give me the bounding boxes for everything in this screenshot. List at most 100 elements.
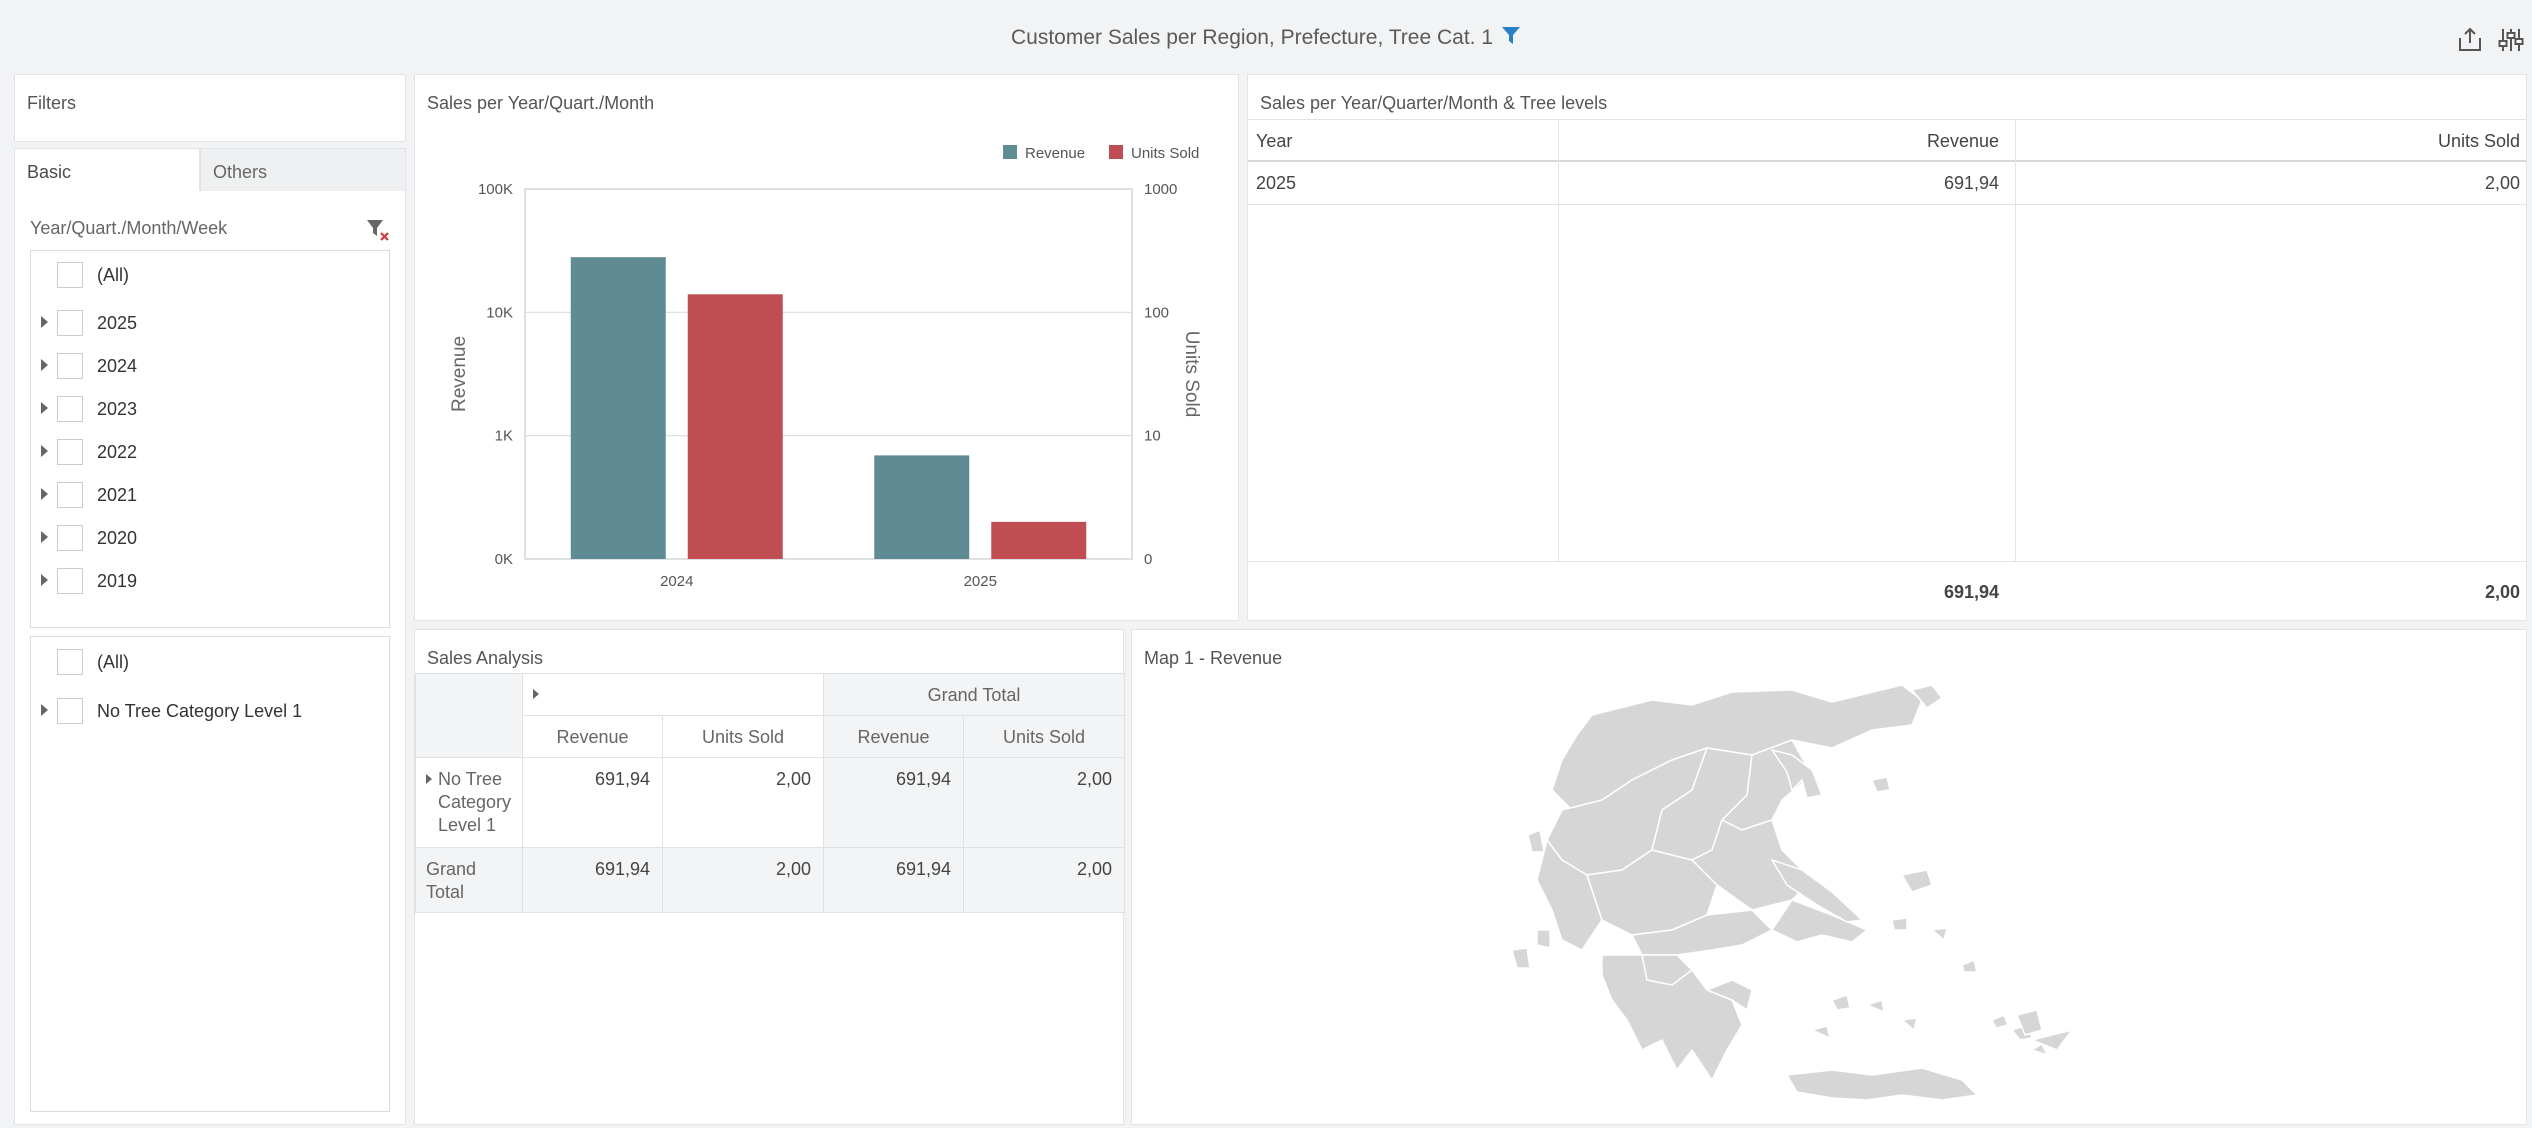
expand-arrow-icon[interactable]	[41, 316, 48, 328]
pivot-measure-header[interactable]: Units Sold	[963, 715, 1125, 758]
expand-arrow-icon[interactable]	[41, 445, 48, 457]
pivot-cell[interactable]: 2,00	[662, 757, 824, 848]
pivot-cell[interactable]: 691,94	[823, 757, 964, 848]
checkbox[interactable]	[57, 482, 83, 508]
pivot-cell-value: 2,00	[775, 769, 811, 789]
map-region	[1771, 749, 1823, 799]
expand-arrow-icon[interactable]	[41, 402, 48, 414]
expand-arrow-icon[interactable]	[41, 704, 48, 716]
filters-panel: Filters	[14, 74, 406, 142]
checkbox[interactable]	[57, 439, 83, 465]
checkbox[interactable]	[57, 310, 83, 336]
tab-basic[interactable]: Basic	[14, 148, 200, 192]
date-filter-label: Year/Quart./Month/Week	[30, 218, 228, 238]
dashboard-header: Customer Sales per Region, Prefecture, T…	[0, 0, 2532, 72]
pivot-measure-header[interactable]: Revenue	[823, 715, 964, 758]
list-item-label: 2024	[97, 356, 138, 376]
column-header-year[interactable]: Year	[1256, 131, 1293, 151]
column-header-units-sold[interactable]: Units Sold	[2437, 131, 2520, 151]
filter-tabs: Basic Others	[14, 148, 406, 192]
y2-tick-label: 100	[1144, 304, 1169, 321]
legend-swatch	[1003, 145, 1017, 159]
map-region	[1991, 1014, 2009, 1029]
map-region	[1901, 869, 1933, 893]
expand-arrow-icon[interactable]	[41, 359, 48, 371]
table-cell-year[interactable]: 2025	[1256, 173, 1297, 193]
map-region	[1866, 999, 1885, 1013]
clear-filter-icon[interactable]	[366, 218, 390, 242]
expand-arrow-icon[interactable]	[426, 774, 432, 784]
list-item-tree-category[interactable]: No Tree Category Level 1	[31, 694, 389, 726]
checkbox[interactable]	[57, 525, 83, 551]
map-title: Map 1 - Revenue	[1144, 648, 1283, 668]
list-item-label: No Tree Category Level 1	[97, 701, 303, 721]
checkbox[interactable]	[57, 353, 83, 379]
pivot-measure-header[interactable]: Revenue	[522, 715, 663, 758]
map-region	[1811, 1025, 1831, 1039]
pivot-panel: Sales Analysis Grand Total Revenue Units…	[414, 629, 1125, 1125]
checkbox[interactable]	[57, 649, 83, 675]
checkbox[interactable]	[57, 396, 83, 422]
pivot-row-header[interactable]: No Tree Category Level 1	[415, 757, 523, 848]
expand-arrow-icon[interactable]	[41, 531, 48, 543]
expand-arrow-icon[interactable]	[533, 689, 539, 699]
year-table-panel: Sales per Year/Quarter/Month & Tree leve…	[1247, 74, 2527, 621]
y2-tick-label: 10	[1144, 428, 1161, 445]
list-item-year[interactable]: 2019	[31, 564, 389, 596]
list-item-all[interactable]: (All)	[31, 645, 389, 677]
pivot-cell[interactable]: 2,00	[963, 757, 1125, 848]
pivot-corner	[415, 673, 523, 758]
pivot-total-label: Grand Total	[426, 859, 477, 902]
chart-panel: Sales per Year/Quart./Month 0K 1K 10K 100K 0…	[414, 74, 1239, 621]
bar-units-sold	[991, 521, 1087, 559]
map-region	[1771, 859, 1863, 923]
y2-tick-label: 1000	[1144, 181, 1177, 198]
list-item-year[interactable]: 2025	[31, 306, 389, 338]
y2-axis-title: Units Sold	[1181, 331, 1202, 418]
list-item-year[interactable]: 2022	[31, 435, 389, 467]
list-item-year[interactable]: 2024	[31, 349, 389, 381]
list-item-label: 2021	[97, 485, 138, 505]
pivot-header-label: Units Sold	[701, 727, 785, 747]
pivot-header-label: Revenue	[857, 727, 930, 747]
tab-others[interactable]: Others	[200, 148, 406, 192]
y-tick-label: 100K	[478, 181, 513, 198]
filter-icon[interactable]	[1501, 26, 1521, 46]
column-header-revenue[interactable]: Revenue	[1926, 131, 1999, 151]
bar-chart: 0K 1K 10K 100K 0 10 100 1000 Revenue Units Sold 20…	[449, 145, 1202, 590]
parameters-icon[interactable]	[2497, 26, 2525, 54]
pivot-cell-value: 691,94	[594, 769, 650, 789]
table-cell-revenue[interactable]: 691,94	[1943, 173, 1999, 193]
x-tick-label: 2025	[964, 573, 997, 590]
pivot-total-cell[interactable]: 691,94	[522, 847, 663, 913]
pivot-cell-value: 691,94	[895, 769, 951, 789]
list-item-label: 2023	[97, 399, 138, 419]
expand-arrow-icon[interactable]	[41, 574, 48, 586]
pivot-total-cell[interactable]: 2,00	[963, 847, 1125, 913]
pivot-cell[interactable]: 691,94	[522, 757, 663, 848]
expand-arrow-icon[interactable]	[41, 488, 48, 500]
list-item-all[interactable]: (All)	[31, 258, 389, 290]
pivot-measure-header[interactable]: Units Sold	[662, 715, 824, 758]
map-region	[2016, 1009, 2043, 1036]
list-item-year[interactable]: 2020	[31, 521, 389, 553]
list-item-label: (All)	[97, 652, 129, 672]
table-cell-units-sold[interactable]: 2,00	[2484, 173, 2520, 193]
pivot-column-field[interactable]	[522, 673, 824, 716]
map-region	[2031, 1029, 2073, 1051]
map-region	[2031, 1043, 2048, 1056]
export-icon[interactable]	[2456, 26, 2484, 54]
checkbox[interactable]	[57, 698, 83, 724]
pivot-total-cell[interactable]: 2,00	[662, 847, 824, 913]
list-item-year[interactable]: 2023	[31, 392, 389, 424]
greece-map[interactable]	[1132, 630, 2526, 1124]
pivot-title: Sales Analysis	[427, 648, 544, 668]
list-item-year[interactable]: 2021	[31, 478, 389, 510]
pivot-total-cell[interactable]: 691,94	[823, 847, 964, 913]
checkbox[interactable]	[57, 262, 83, 288]
pivot-grand-total-header: Grand Total	[823, 673, 1125, 716]
map-region	[1961, 959, 1978, 973]
pivot-total-header: Grand Total	[415, 847, 523, 913]
pivot-cell-value: 2,00	[1076, 859, 1112, 879]
checkbox[interactable]	[57, 568, 83, 594]
